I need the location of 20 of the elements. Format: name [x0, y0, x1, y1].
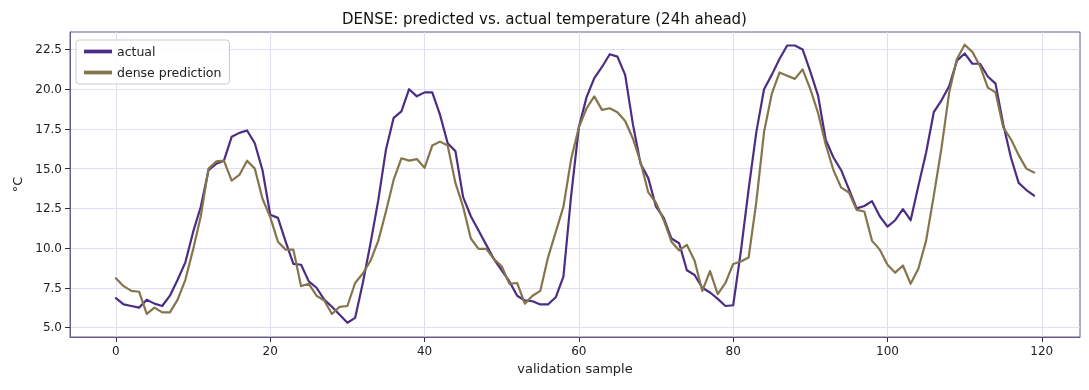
- x-tick-label: 120: [1030, 344, 1054, 358]
- legend-label: actual: [117, 44, 156, 59]
- y-tick-label: 15.0: [35, 161, 62, 176]
- x-tick-label: 20: [262, 344, 278, 358]
- y-tick-label: 20.0: [35, 82, 62, 97]
- x-tick-label: 80: [725, 344, 741, 358]
- x-tick-label: 60: [571, 344, 587, 358]
- y-tick-label: 5.0: [42, 320, 62, 335]
- y-axis-title: °C: [10, 176, 26, 193]
- legend-label: dense prediction: [117, 65, 222, 80]
- x-tick-label: 40: [416, 344, 433, 358]
- y-tick-label: 17.5: [35, 121, 62, 136]
- y-tick-label: 7.5: [42, 280, 62, 295]
- x-axis-title: validation sample: [517, 360, 633, 376]
- x-tick-label: 0: [112, 344, 120, 358]
- chart-title: DENSE: predicted vs. actual temperature (24h ahead): [342, 9, 747, 28]
- y-tick-label: 12.5: [35, 201, 62, 216]
- y-tick-label: 10.0: [35, 241, 62, 256]
- x-tick-label: 100: [876, 344, 899, 358]
- y-tick-label: 22.5: [35, 42, 62, 57]
